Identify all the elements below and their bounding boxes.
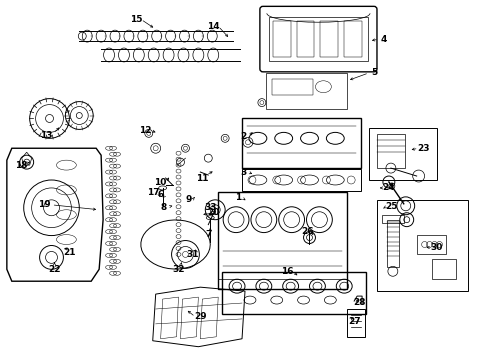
Text: 19: 19	[38, 200, 51, 209]
Text: 23: 23	[417, 144, 430, 153]
Bar	[296, 21, 315, 57]
Text: 18: 18	[16, 161, 28, 170]
Text: 25: 25	[386, 202, 398, 211]
Text: 27: 27	[348, 318, 361, 327]
Bar	[382, 215, 404, 223]
Bar	[387, 220, 399, 267]
Bar	[272, 79, 314, 95]
Text: 12: 12	[140, 126, 152, 135]
Bar	[344, 21, 362, 57]
Bar	[416, 235, 446, 255]
Bar	[218, 192, 347, 289]
Text: 11: 11	[196, 174, 209, 183]
Text: 9: 9	[185, 195, 192, 204]
Bar	[347, 309, 365, 337]
Text: 14: 14	[207, 22, 220, 31]
Text: 31: 31	[186, 250, 198, 259]
Bar	[273, 21, 291, 57]
Text: 3: 3	[240, 167, 246, 176]
Text: 16: 16	[281, 267, 294, 276]
Text: 32: 32	[172, 265, 185, 274]
Text: 22: 22	[48, 265, 61, 274]
Text: 6: 6	[157, 190, 164, 199]
Text: 4: 4	[381, 35, 387, 44]
Text: 2: 2	[240, 132, 246, 141]
Text: 29: 29	[194, 312, 207, 321]
Bar	[242, 169, 361, 191]
Text: 15: 15	[129, 15, 142, 24]
Bar	[377, 134, 405, 168]
Bar	[320, 21, 338, 57]
Text: 7: 7	[205, 230, 212, 239]
Text: 10: 10	[154, 179, 167, 188]
Bar	[369, 129, 437, 180]
Text: 1: 1	[235, 193, 241, 202]
Text: 17: 17	[147, 188, 160, 197]
Bar	[266, 73, 347, 109]
Bar	[269, 17, 368, 61]
Bar	[432, 260, 456, 279]
Bar	[222, 272, 366, 314]
Text: 26: 26	[301, 227, 314, 236]
Text: 20: 20	[207, 208, 220, 217]
Text: 30: 30	[430, 243, 442, 252]
Text: 5: 5	[371, 68, 377, 77]
Text: 28: 28	[353, 298, 366, 307]
Bar	[242, 118, 361, 168]
Text: 33: 33	[204, 203, 217, 212]
Text: 13: 13	[40, 131, 53, 140]
Text: 8: 8	[161, 203, 167, 212]
Bar	[377, 200, 468, 291]
Text: 24: 24	[383, 184, 395, 193]
Text: 21: 21	[63, 248, 75, 257]
